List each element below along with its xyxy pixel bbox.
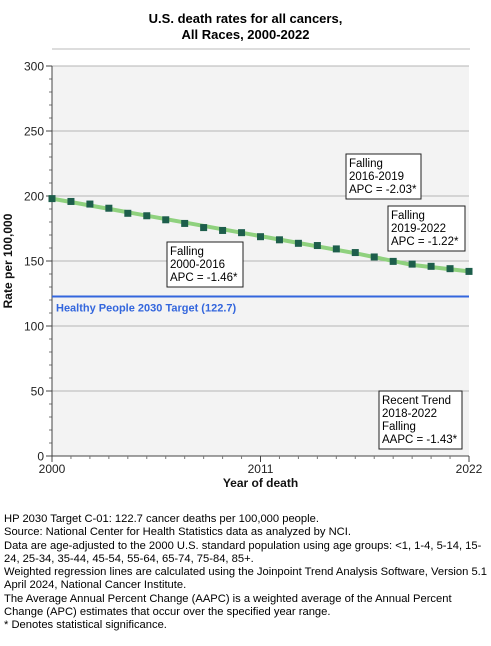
data-point [446,265,454,273]
footnote-significance: * Denotes statistical significance. [4,619,167,632]
annotation-text: Recent Trend [382,395,451,407]
data-point [162,216,170,224]
footnotes: HP 2030 Target C-01: 122.7 cancer deaths… [4,513,488,633]
data-point [238,229,246,237]
annotation-text: Falling [391,210,425,222]
annotation-text: 2016-2019 [349,171,404,183]
x-axis-label: Year of death [223,476,298,490]
data-point [219,226,227,234]
footnote-aapc: The Average Annual Percent Change (AAPC)… [4,592,452,619]
footnote-age-adjustment: Data are age-adjusted to the 2000 U.S. s… [4,539,482,565]
footnote-target: HP 2030 Target C-01: 122.7 cancer deaths… [4,513,319,525]
annotation-text: 2018-2022 [382,408,437,420]
data-point [181,219,189,227]
y-tick-label: 300 [24,60,44,74]
data-point [427,262,435,270]
data-point [67,197,75,205]
data-point [294,239,302,247]
data-point [200,224,208,232]
data-point [389,257,397,265]
data-point [351,249,359,257]
target-label: Healthy People 2030 Target (122.7) [56,302,236,314]
trend-segment [353,251,415,267]
data-point [370,253,378,261]
annotation-text: APC = -1.22* [391,236,459,248]
data-point [332,245,340,253]
x-tick-label: 2011 [248,462,274,476]
data-point [275,236,283,244]
annotation-box [378,390,463,450]
chart: U.S. death rates for all cancers,All Rac… [1,11,483,490]
y-tick-label: 150 [24,255,44,269]
annotation-text: 2000-2016 [170,259,225,271]
data-point [143,212,151,220]
x-tick-label: 2000 [39,462,66,476]
annotation-text: Falling [382,421,416,433]
data-point [86,200,94,208]
data-point [105,204,113,212]
footnote-source: Source: National Center for Health Stati… [4,526,351,539]
annotation-text: APC = -2.03* [349,184,417,196]
y-tick-label: 100 [24,320,44,334]
annotation-text: AAPC = -1.43* [382,434,458,446]
annotation-text: Falling [349,158,383,170]
data-point [408,260,416,268]
annotation-box [387,205,466,252]
data-point [465,267,473,275]
footnote-regression: Weighted regression lines are calculated… [4,566,487,592]
annotation-box [166,241,244,288]
data-point [48,195,56,203]
chart-title-line: All Races, 2000-2022 [182,27,310,42]
chart-title-line: U.S. death rates for all cancers, [149,11,343,26]
y-tick-label: 200 [24,190,44,204]
annotation-text: APC = -1.46* [170,272,238,284]
annotation-text: Falling [170,246,204,258]
data-point [257,233,264,241]
y-tick-label: 0 [37,450,44,464]
annotation-text: 2019-2022 [391,223,446,235]
y-tick-label: 250 [24,125,44,139]
x-tick-label: 2022 [456,462,483,476]
data-point [124,209,132,217]
data-point [313,242,321,250]
trend-segment [410,262,471,274]
y-tick-label: 50 [31,385,45,399]
annotation-box [345,153,422,200]
y-axis-label: Rate per 100,000 [1,213,15,308]
